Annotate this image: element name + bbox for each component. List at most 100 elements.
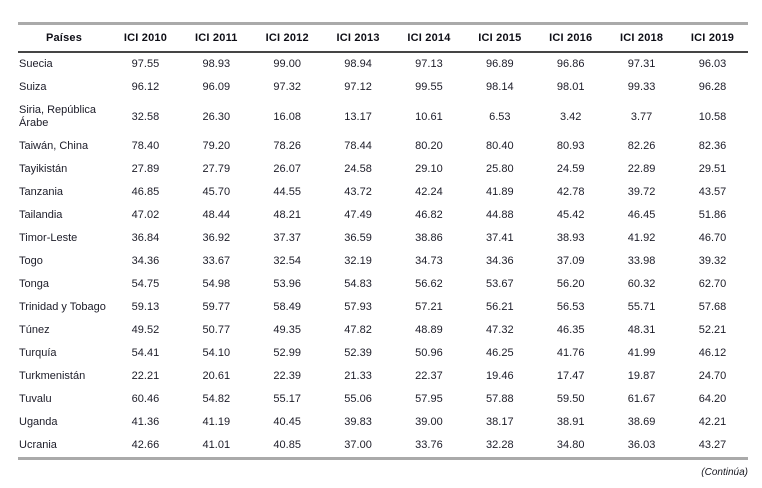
value-cell: 41.89 (486, 186, 514, 198)
value-cell: 22.21 (131, 370, 160, 382)
value-cell: 37.00 (344, 439, 372, 451)
column-header-year: ICI 2010 (110, 23, 181, 53)
value-cell: 33.67 (202, 255, 231, 267)
value-cell: 34.36 (486, 255, 514, 267)
value-cell: 57.95 (415, 393, 443, 405)
value-cell: 55.17 (273, 393, 301, 405)
value-cell: 59.77 (202, 301, 231, 313)
value-cell: 60.32 (627, 278, 656, 290)
value-cell: 59.50 (556, 393, 585, 405)
value-cell: 41.01 (202, 439, 231, 451)
value-cell: 33.76 (415, 439, 443, 451)
value-cell: 51.86 (698, 209, 727, 221)
value-cell: 80.93 (556, 140, 585, 152)
table-row: Togo 34.36 33.67 32.54 32.19 34.73 34.36 37.09 3… (18, 250, 748, 273)
country-cell: Turkmenistán (19, 370, 86, 382)
value-cell: 29.10 (415, 163, 443, 175)
value-cell: 56.62 (415, 278, 443, 290)
country-cell: Túnez (19, 324, 50, 336)
table-row: Tailandia 47.02 48.44 48.21 47.49 46.82 44.88 4… (18, 204, 748, 227)
column-header-year: ICI 2011 (180, 23, 252, 53)
value-cell: 52.99 (273, 347, 301, 359)
value-cell: 32.28 (486, 439, 514, 451)
value-cell: 43.72 (344, 186, 372, 198)
country-cell: Taiwán, China (19, 140, 89, 152)
value-cell: 27.79 (202, 163, 231, 175)
value-cell: 39.72 (627, 186, 656, 198)
value-cell: 39.00 (415, 416, 443, 428)
header-row: Países ICI 2010 ICI 2011 ICI 2012 ICI 2013 IC… (18, 23, 748, 53)
column-header-year: ICI 2013 (322, 23, 394, 53)
value-cell: 80.20 (415, 140, 443, 152)
value-cell: 82.36 (698, 140, 727, 152)
value-cell: 78.40 (131, 140, 160, 152)
table-row: Turquía 54.41 54.10 52.99 52.39 50.96 46.25 41.… (18, 342, 748, 365)
value-cell: 48.44 (202, 209, 231, 221)
column-header-year: ICI 2016 (535, 23, 607, 53)
value-cell: 22.37 (415, 370, 443, 382)
country-cell: Trinidad y Tobago (19, 301, 106, 313)
table-row: Tuvalu 60.46 54.82 55.17 55.06 57.95 57.88 59.5… (18, 388, 748, 411)
value-cell: 54.82 (202, 393, 231, 405)
value-cell: 61.67 (627, 393, 656, 405)
value-cell: 38.93 (556, 232, 585, 244)
value-cell: 97.31 (627, 58, 656, 70)
value-cell: 39.83 (344, 416, 372, 428)
value-cell: 38.86 (415, 232, 443, 244)
value-cell: 46.85 (131, 186, 160, 198)
value-cell: 56.53 (556, 301, 585, 313)
value-cell: 41.19 (202, 416, 231, 428)
value-cell: 54.10 (202, 347, 231, 359)
value-cell: 50.96 (415, 347, 443, 359)
value-cell: 26.07 (273, 163, 301, 175)
table-row: Siria, República Árabe 32.58 26.30 16.08 13.… (18, 99, 748, 135)
value-cell: 57.93 (344, 301, 372, 313)
value-cell: 37.09 (556, 255, 585, 267)
value-cell: 78.26 (273, 140, 301, 152)
value-cell: 13.17 (344, 110, 372, 123)
value-cell: 64.20 (698, 393, 727, 405)
country-cell: Uganda (19, 416, 58, 428)
value-cell: 97.55 (131, 58, 160, 70)
value-cell: 46.45 (627, 209, 656, 221)
value-cell: 49.35 (273, 324, 301, 336)
value-cell: 58.49 (273, 301, 301, 313)
value-cell: 46.70 (698, 232, 727, 244)
value-cell: 54.75 (131, 278, 160, 290)
table-row: Timor-Leste 36.84 36.92 37.37 36.59 38.86 37.4… (18, 227, 748, 250)
table-row: Taiwán, China 78.40 79.20 78.26 78.44 80.20 80… (18, 135, 748, 158)
value-cell: 42.78 (556, 186, 585, 198)
value-cell: 47.49 (344, 209, 372, 221)
value-cell: 34.80 (556, 439, 585, 451)
value-cell: 48.31 (627, 324, 656, 336)
value-cell: 52.39 (344, 347, 372, 359)
country-cell: Ucrania (19, 439, 57, 451)
value-cell: 52.21 (698, 324, 727, 336)
value-cell: 96.89 (486, 58, 514, 70)
value-cell: 47.02 (131, 209, 160, 221)
value-cell: 39.32 (698, 255, 727, 267)
value-cell: 10.58 (698, 110, 727, 123)
value-cell: 41.76 (556, 347, 585, 359)
value-cell: 78.44 (344, 140, 372, 152)
value-cell: 47.82 (344, 324, 372, 336)
value-cell: 47.32 (486, 324, 514, 336)
value-cell: 62.70 (698, 278, 727, 290)
value-cell: 57.21 (415, 301, 443, 313)
column-header-year: ICI 2015 (464, 23, 536, 53)
ici-table: Países ICI 2010 ICI 2011 ICI 2012 ICI 2013 IC… (18, 22, 748, 460)
value-cell: 33.98 (627, 255, 656, 267)
value-cell: 43.57 (698, 186, 727, 198)
value-cell: 59.13 (131, 301, 160, 313)
value-cell: 57.68 (698, 301, 727, 313)
value-cell: 43.27 (698, 439, 727, 451)
value-cell: 98.01 (556, 81, 585, 93)
value-cell: 96.12 (131, 81, 160, 93)
value-cell: 36.03 (627, 439, 656, 451)
value-cell: 48.21 (273, 209, 301, 221)
value-cell: 32.19 (344, 255, 372, 267)
value-cell: 96.03 (698, 58, 727, 70)
table-row: Suecia 97.55 98.93 99.00 98.94 97.13 96.89 96.8… (18, 52, 748, 76)
value-cell: 48.89 (415, 324, 443, 336)
value-cell: 46.35 (556, 324, 585, 336)
